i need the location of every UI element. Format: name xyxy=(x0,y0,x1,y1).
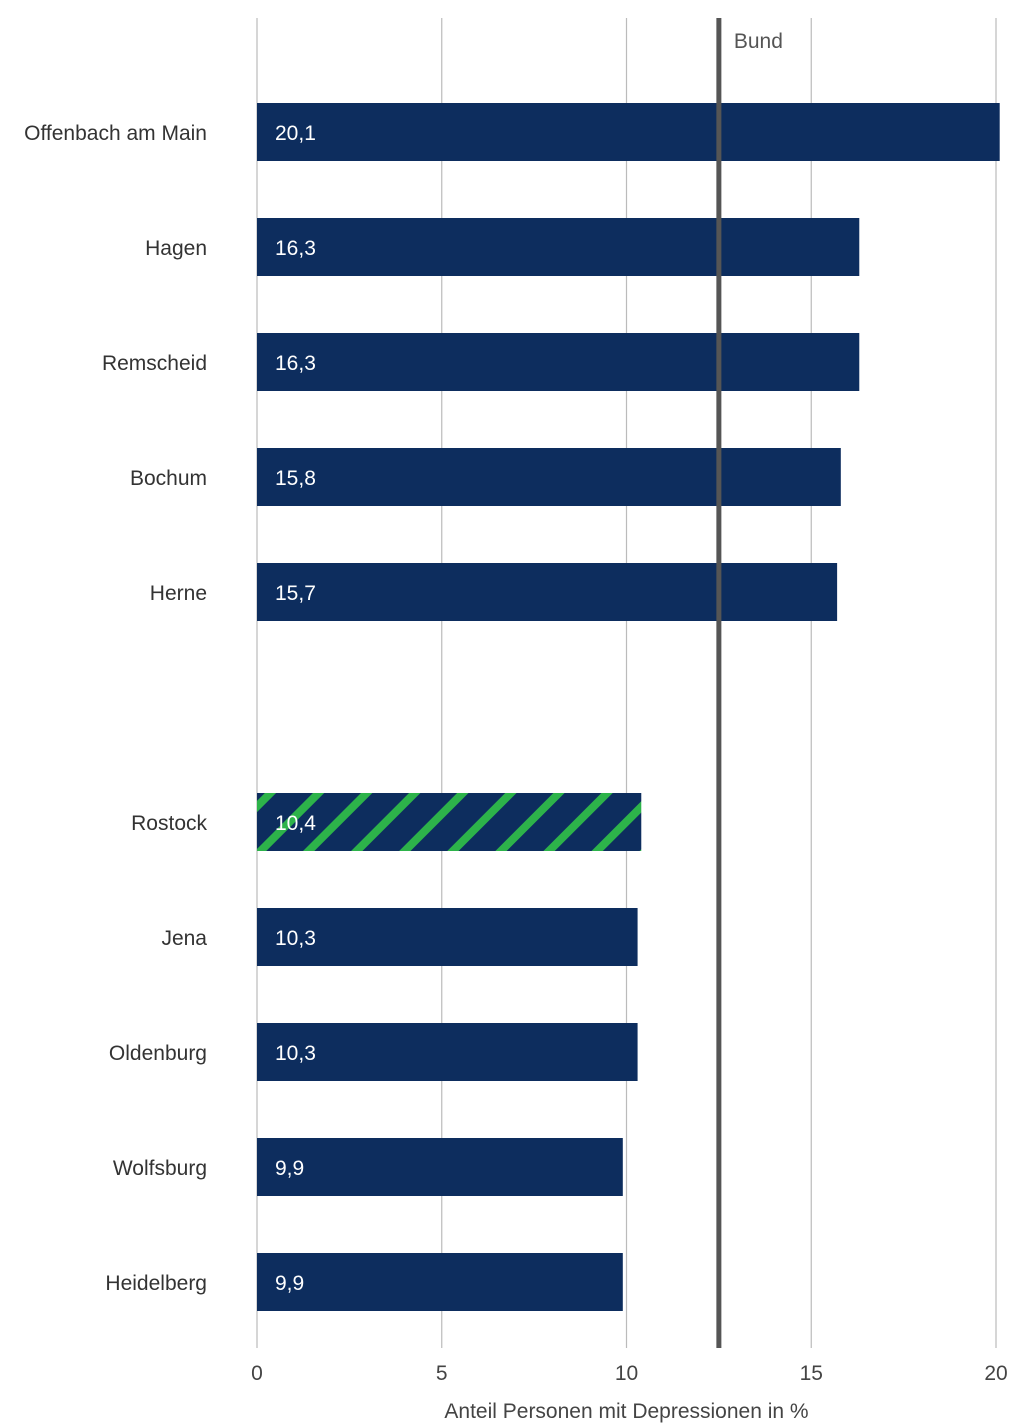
bar xyxy=(257,793,642,851)
x-tick-label: 15 xyxy=(800,1362,823,1385)
bar xyxy=(257,218,860,276)
x-axis-ticks: 0 5 10 15 20 xyxy=(251,1362,1008,1385)
category-label: Rostock xyxy=(131,812,207,835)
x-tick-label: 5 xyxy=(436,1362,448,1385)
category-label: Oldenburg xyxy=(109,1042,207,1065)
bar xyxy=(257,448,841,506)
data-label: 16,3 xyxy=(275,352,316,375)
bar xyxy=(257,333,860,391)
category-label: Offenbach am Main xyxy=(24,122,207,145)
data-label: 10,4 xyxy=(275,812,316,835)
category-label: Remscheid xyxy=(102,352,207,375)
bar xyxy=(257,1138,623,1196)
bars xyxy=(257,103,1000,1311)
category-label: Bochum xyxy=(130,467,207,490)
x-tick-label: 0 xyxy=(251,1362,263,1385)
bar xyxy=(257,563,838,621)
reference-line-label: Bund xyxy=(734,30,783,53)
category-label: Jena xyxy=(161,927,207,950)
category-label: Wolfsburg xyxy=(113,1157,207,1180)
data-label: 20,1 xyxy=(275,122,316,145)
x-axis-title: Anteil Personen mit Depressionen in % xyxy=(444,1400,808,1423)
data-label: 9,9 xyxy=(275,1157,304,1180)
reference-line-group: Bund xyxy=(716,18,783,1348)
bar xyxy=(257,908,638,966)
x-tick-label: 10 xyxy=(615,1362,638,1385)
bar xyxy=(257,103,1000,161)
data-label: 15,8 xyxy=(275,467,316,490)
category-label: Heidelberg xyxy=(105,1272,207,1295)
x-tick-label: 20 xyxy=(984,1362,1007,1385)
bar xyxy=(257,1253,623,1311)
category-label: Hagen xyxy=(145,237,207,260)
category-label: Herne xyxy=(150,582,207,605)
data-label: 15,7 xyxy=(275,582,316,605)
data-label: 16,3 xyxy=(275,237,316,260)
bar xyxy=(257,1023,638,1081)
labels: Offenbach am Main 20,1 Hagen 16,3 Remscheid 1… xyxy=(24,122,316,1295)
data-label: 9,9 xyxy=(275,1272,304,1295)
data-label: 10,3 xyxy=(275,927,316,950)
data-label: 10,3 xyxy=(275,1042,316,1065)
